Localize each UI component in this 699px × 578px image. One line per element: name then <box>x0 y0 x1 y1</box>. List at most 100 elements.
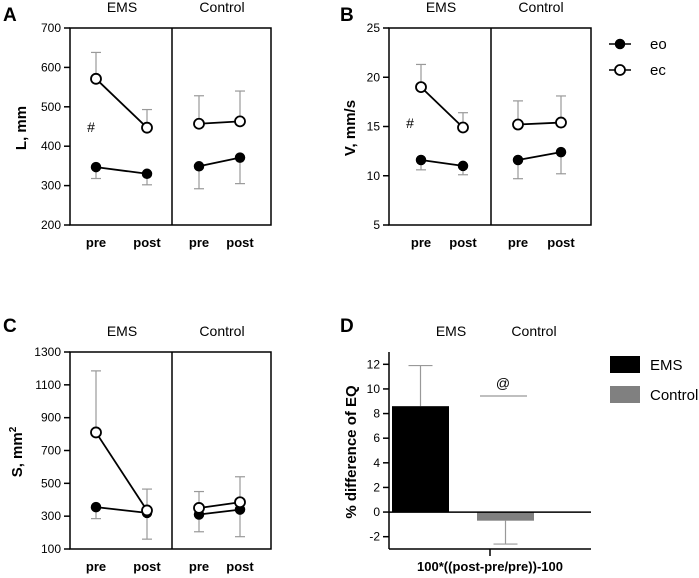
panel-a-point-ec-ems-post <box>141 121 153 134</box>
panel-d-plot-area <box>389 364 591 545</box>
panel-a-point-eo-ems-pre <box>90 161 102 173</box>
panel-a-xtick-ems-post: post <box>133 235 161 250</box>
panel-c-xtick-control-pre: pre <box>189 559 209 574</box>
panel-b-group-control: Control <box>518 0 563 15</box>
panel-b-line-ec-ems <box>420 86 464 129</box>
legend-control-swatch <box>610 386 640 403</box>
panel-b-ytick-label: 25 <box>367 21 381 35</box>
legend-groups: EMS Control <box>610 356 698 404</box>
panel-b-point-ec-ems-pre <box>415 81 427 93</box>
panel-a-group-control: Control <box>199 0 244 15</box>
panel-b-ytick-label: 20 <box>367 70 381 84</box>
panel-b-ytick-label: 5 <box>373 218 380 232</box>
panel-a-ytick-label: 700 <box>41 21 61 35</box>
panel-a-point-eo-control-pre <box>193 161 205 172</box>
panel-a-xtick-control-post: post <box>226 235 254 250</box>
legend-eo-label: eo <box>650 36 667 53</box>
panel-d-ytick-label: 12 <box>367 357 381 371</box>
panel-c-line-eo-ems <box>95 506 148 514</box>
panel-a-xtick-control-pre: pre <box>189 235 209 250</box>
panel-b: B EMS Control 5 10 15 20 25 pre post pre pos… <box>340 0 592 250</box>
panel-c-point-ec-control-post <box>234 496 246 509</box>
panel-b-line-eo-ems <box>420 159 464 167</box>
panel-c-xtick-ems-post: post <box>133 559 161 574</box>
panel-c-point-ec-control-pre <box>193 502 205 514</box>
legend-eo-marker <box>614 38 626 50</box>
legend-eo-ec: eo ec <box>609 36 667 79</box>
panel-b-group-ems: EMS <box>426 0 456 15</box>
panel-c-group-control: Control <box>199 323 244 339</box>
panel-c-point-ec-ems-post <box>141 504 153 517</box>
panel-d-group-control: Control <box>511 323 556 339</box>
panel-a-point-ec-control-post <box>234 115 246 128</box>
panel-c-ytick-label: 300 <box>41 509 61 523</box>
panel-c-group-ems: EMS <box>107 323 137 339</box>
panel-c-xtick-control-post: post <box>226 559 254 574</box>
panel-d-bar-control <box>477 512 534 521</box>
panel-d-y-axis: -2 0 2 4 6 8 10 12 <box>367 357 389 544</box>
legend-ems-swatch <box>610 356 640 373</box>
panel-b-letter: B <box>340 5 354 26</box>
panel-a-line-ec-control <box>198 120 241 125</box>
panel-b-point-eo-ems-post <box>457 160 469 172</box>
panel-d-xlabel: 100*((post-pre/pre))-100 <box>417 559 563 574</box>
panel-c-ytick-label: 700 <box>41 444 61 458</box>
panel-a-line-ec-ems <box>95 78 148 129</box>
panel-d-bar-ems <box>392 406 449 513</box>
panel-d-group-ems: EMS <box>436 323 466 339</box>
panel-b-ytick-label: 15 <box>367 120 381 134</box>
panel-a-point-ec-ems-pre <box>90 72 102 85</box>
panel-b-xtick-control-post: post <box>547 235 575 250</box>
panel-a-plot-area <box>90 51 246 190</box>
panel-d-ytick-label: 10 <box>367 382 381 396</box>
panel-d-ytick-label: 6 <box>373 431 380 445</box>
panel-a-ytick-label: 300 <box>41 179 61 193</box>
panel-b-xtick-control-pre: pre <box>508 235 528 250</box>
panel-a-point-ec-control-pre <box>193 117 205 130</box>
panel-b-point-eo-control-pre <box>512 154 524 166</box>
legend-ems-label: EMS <box>650 357 683 374</box>
panel-c-xtick-ems-pre: pre <box>86 559 106 574</box>
legend-ec-label: ec <box>650 62 666 79</box>
panel-d-ytick-label: 8 <box>373 407 380 421</box>
panel-a-ylabel: L, mm <box>13 106 30 150</box>
panel-c-frame <box>69 351 272 550</box>
panel-a: A EMS Control 200 300 400 500 600 700 pre pos… <box>3 0 272 250</box>
panel-c-y-axis: 100 300 500 700 900 1100 1300 <box>34 345 70 556</box>
panel-d-ytick-label: 4 <box>373 456 380 470</box>
panel-b-y-axis: 5 10 15 20 25 <box>367 21 389 232</box>
panel-a-ytick-label: 500 <box>41 100 61 114</box>
panel-a-ytick-label: 200 <box>41 218 61 232</box>
panel-c-line-ec-ems <box>95 431 148 511</box>
panel-c-point-eo-ems-pre <box>90 501 102 513</box>
panel-b-ylabel: V, mm/s <box>342 100 359 156</box>
panel-c-line-eo-control <box>198 508 241 516</box>
panel-a-frame <box>69 27 272 226</box>
panel-c-ylabel-superscript: 2 <box>8 426 19 432</box>
panel-a-line-eo-ems <box>95 166 148 175</box>
panel-b-point-ec-control-pre <box>512 118 524 131</box>
panel-a-point-eo-ems-post <box>141 168 153 180</box>
panel-c-ytick-label: 900 <box>41 411 61 425</box>
panel-c-point-ec-ems-pre <box>90 426 102 439</box>
panel-b-point-eo-ems-pre <box>415 154 427 166</box>
panel-c-letter: C <box>3 316 17 337</box>
panel-a-line-eo-control <box>198 156 241 168</box>
panel-a-xtick-ems-pre: pre <box>86 235 106 250</box>
panel-c: C EMS Control 100 300 500 700 900 1100 1300 pr… <box>3 316 272 574</box>
panel-a-annotation: # <box>87 119 95 135</box>
panel-b-plot-area <box>415 63 567 180</box>
panel-b-line-ec-control <box>517 121 562 126</box>
panel-d-annotation: @ <box>496 375 510 391</box>
panel-d-letter: D <box>340 316 354 337</box>
panel-d-ytick-label: -2 <box>369 530 380 544</box>
panel-c-ytick-label: 100 <box>41 542 61 556</box>
panel-b-line-eo-control <box>517 151 562 161</box>
legend-control-label: Control <box>650 387 698 404</box>
panel-a-y-axis: 200 300 400 500 600 700 <box>41 21 70 232</box>
panel-c-ylabel-text: S, mm <box>9 432 26 477</box>
panel-c-ylabel: S, mm2 <box>8 426 26 477</box>
panel-c-plot-area <box>90 370 246 540</box>
panel-b-point-ec-ems-post <box>457 121 469 134</box>
